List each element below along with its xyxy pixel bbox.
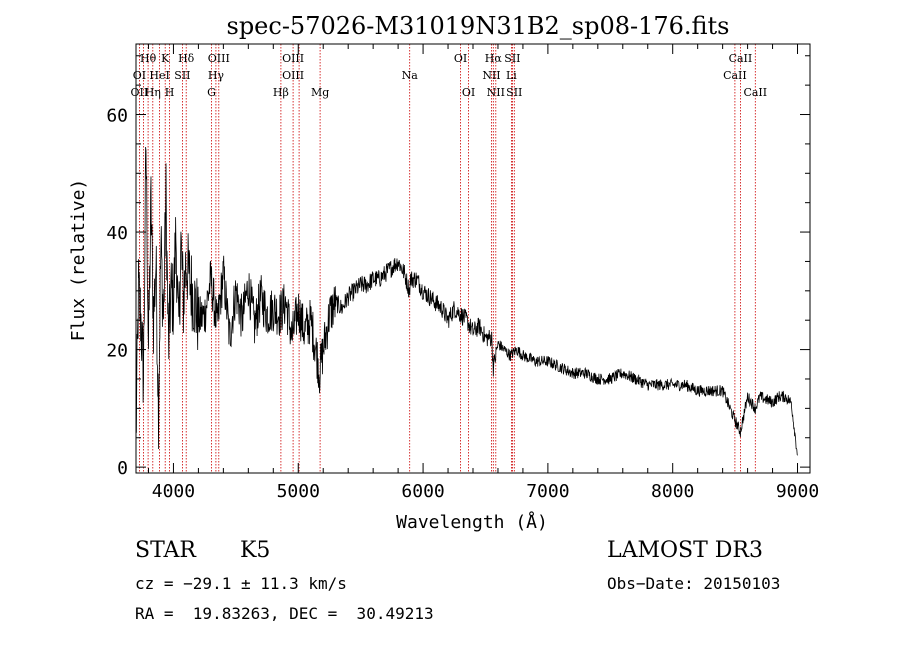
marker-label: OIII <box>282 69 304 82</box>
marker-label: SII <box>504 52 520 65</box>
object-class: STAR <box>135 538 196 563</box>
marker-label: Hγ <box>208 69 225 82</box>
redshift-text: cz = −29.1 ± 11.3 km/s <box>135 574 347 593</box>
marker-label: Hα <box>485 52 503 65</box>
y-tick-label: 20 <box>106 341 128 362</box>
survey-name: LAMOST DR3 <box>607 538 763 563</box>
marker-label: SII <box>506 86 522 99</box>
x-tick-label: 7000 <box>526 481 569 502</box>
x-tick-label: 8000 <box>651 481 694 502</box>
x-tick-label: 9000 <box>776 481 819 502</box>
marker-label: OIII <box>208 52 230 65</box>
marker-label: OI <box>462 86 475 99</box>
x-axis-ticks: 4000 5000 6000 7000 8000 9000 <box>148 44 819 502</box>
marker-label: Li <box>506 69 517 82</box>
marker-label: OI <box>454 52 467 65</box>
flux-series <box>136 147 798 455</box>
plot-frame <box>136 44 810 473</box>
marker-label: SII <box>174 69 190 82</box>
marker-label: Hβ <box>273 86 289 99</box>
marker-label: CaII <box>723 69 747 82</box>
marker-label: CaII <box>743 86 767 99</box>
x-tick-label: 4000 <box>152 481 195 502</box>
spectral-line-markers <box>139 44 755 473</box>
y-tick-label: 40 <box>106 223 128 244</box>
x-tick-label: 5000 <box>277 481 320 502</box>
marker-label: NII <box>487 86 505 99</box>
x-tick-label: 6000 <box>401 481 444 502</box>
marker-label: H <box>165 86 175 99</box>
marker-label: OIII <box>282 52 304 65</box>
coordinates-text: RA = 19.83263, DEC = 30.49213 <box>135 604 434 623</box>
marker-label: Hη <box>145 86 161 99</box>
marker-label: Hθ <box>140 52 157 65</box>
marker-label: HeI <box>149 69 169 82</box>
y-tick-label: 0 <box>117 458 128 479</box>
marker-label: CaII <box>729 52 753 65</box>
marker-label: OI <box>133 69 146 82</box>
chart-title: spec-57026-M31019N31B2_sp08-176.fits <box>227 12 730 40</box>
marker-label: Na <box>402 69 419 82</box>
object-subclass: K5 <box>240 538 270 563</box>
marker-label: NII <box>482 69 500 82</box>
observation-date: Obs−Date: 20150103 <box>607 574 780 593</box>
marker-label: G <box>207 86 216 99</box>
marker-label: Hδ <box>178 52 195 65</box>
x-axis-label: Wavelength (Å) <box>396 511 548 533</box>
marker-label: Mg <box>311 86 329 99</box>
y-axis-label: Flux (relative) <box>68 179 89 342</box>
flux-line <box>136 147 798 455</box>
y-tick-label: 60 <box>106 106 128 127</box>
marker-label: K <box>161 52 170 65</box>
